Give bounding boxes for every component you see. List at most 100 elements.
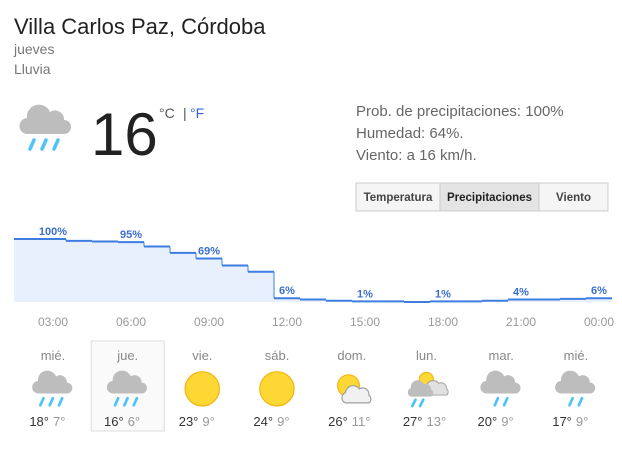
unit-f[interactable]: °F: [190, 105, 204, 121]
cloud: [555, 370, 596, 394]
precip-area: [300, 299, 326, 302]
rain-drop: [48, 396, 55, 407]
day-low: 7°: [53, 414, 65, 429]
day-name: lun.: [416, 348, 437, 363]
day-high: 18°: [29, 414, 49, 429]
day-low: 9°: [202, 414, 214, 429]
day-low: 13°: [427, 414, 447, 429]
precip-area: [560, 298, 586, 302]
rain-drop: [568, 396, 574, 407]
tab[interactable]: [355, 182, 441, 212]
precip-label: 1%: [435, 288, 451, 300]
rain-drop: [40, 138, 48, 151]
time-label: 06:00: [116, 315, 146, 329]
cloud: [407, 380, 434, 397]
weather-icon: [480, 370, 521, 407]
day-low: 9°: [277, 414, 289, 429]
rain-drop: [577, 396, 584, 407]
day-high: 26°: [328, 414, 348, 429]
precip-area: [586, 298, 612, 302]
precip-area: [170, 252, 196, 302]
day-high: 16°: [104, 414, 124, 429]
weather-icon: [32, 370, 73, 407]
time-label: 00:00: [584, 315, 614, 329]
rain-drop: [418, 398, 425, 408]
day-name: mié.: [41, 348, 66, 363]
day-name: vie.: [192, 348, 212, 363]
detail: Viento: a 16 km/h.: [356, 147, 477, 164]
weather-icon: [19, 104, 71, 151]
day-high: 17°: [552, 414, 572, 429]
day-low: 11°: [352, 414, 371, 429]
rain-drop: [52, 138, 60, 151]
cloud: [341, 385, 372, 404]
time-label: 18:00: [428, 315, 458, 329]
tab-label[interactable]: Viento: [556, 192, 591, 204]
precip-area: [248, 271, 274, 302]
location-title: Villa Carlos Paz, Córdoba: [14, 14, 266, 39]
day-high: 27°: [403, 414, 423, 429]
unit-c[interactable]: °C: [159, 105, 175, 121]
tab[interactable]: [439, 182, 540, 212]
day-high: 24°: [253, 414, 273, 429]
unit-separator: |: [183, 105, 187, 121]
current-temp: 16: [91, 101, 158, 168]
rain-drop: [38, 396, 45, 407]
precip-area: [118, 242, 144, 302]
day-low: 9°: [501, 414, 513, 429]
cloud: [106, 370, 148, 394]
weather-icon: [106, 370, 148, 407]
day-high: 20°: [478, 414, 498, 429]
time-label: 21:00: [506, 315, 536, 329]
tab-label[interactable]: Temperatura: [364, 192, 433, 204]
time-label: 09:00: [194, 315, 224, 329]
weather-icon: [259, 371, 295, 407]
weather-icon: [555, 370, 596, 407]
day-low: 9°: [576, 414, 588, 429]
rain-drop: [123, 396, 129, 407]
rain-drop: [113, 396, 120, 407]
precip-area: [40, 239, 66, 302]
condition-label: Lluvia: [14, 61, 51, 77]
day-name: mar.: [489, 348, 514, 363]
day-name: dom.: [337, 348, 366, 363]
weather-icon: [184, 371, 220, 407]
day-name: jue.: [116, 348, 138, 363]
time-label: 12:00: [272, 315, 302, 329]
precip-label: 6%: [591, 285, 607, 297]
day-name: mié.: [564, 348, 589, 363]
day-low: 6°: [128, 414, 140, 429]
cloud: [480, 370, 521, 394]
rain-drop: [410, 398, 417, 408]
rain-drop: [132, 396, 139, 407]
precip-label: 4%: [513, 286, 529, 298]
precip-area: [92, 241, 118, 302]
precip-area: [274, 298, 300, 302]
day-label: jueves: [13, 41, 54, 57]
detail: Prob. de precipitaciones: 100%: [356, 103, 564, 120]
precip-label: 95%: [120, 229, 142, 241]
weather-icon: [407, 371, 449, 408]
detail: Humedad: 64%.: [356, 125, 464, 142]
tab[interactable]: [538, 182, 609, 212]
time-label: 03:00: [38, 315, 68, 329]
rain-drop: [493, 396, 500, 407]
cloud: [19, 104, 71, 135]
sun: [259, 371, 295, 407]
weather-icon: [337, 374, 372, 404]
precip-label: 1%: [357, 288, 373, 300]
precip-label: 69%: [198, 246, 220, 258]
rain-drop: [502, 396, 509, 407]
time-label: 15:00: [350, 315, 380, 329]
rain-drop: [28, 138, 36, 151]
precip-area: [14, 239, 40, 302]
cloud: [32, 370, 73, 394]
precip-area: [196, 258, 222, 302]
sun: [184, 371, 220, 407]
precip-area: [534, 299, 560, 302]
day-name: sáb.: [265, 348, 290, 363]
tab-label[interactable]: Precipitaciones: [447, 192, 532, 204]
precip-area: [144, 246, 170, 302]
precip-label: 6%: [279, 285, 295, 297]
